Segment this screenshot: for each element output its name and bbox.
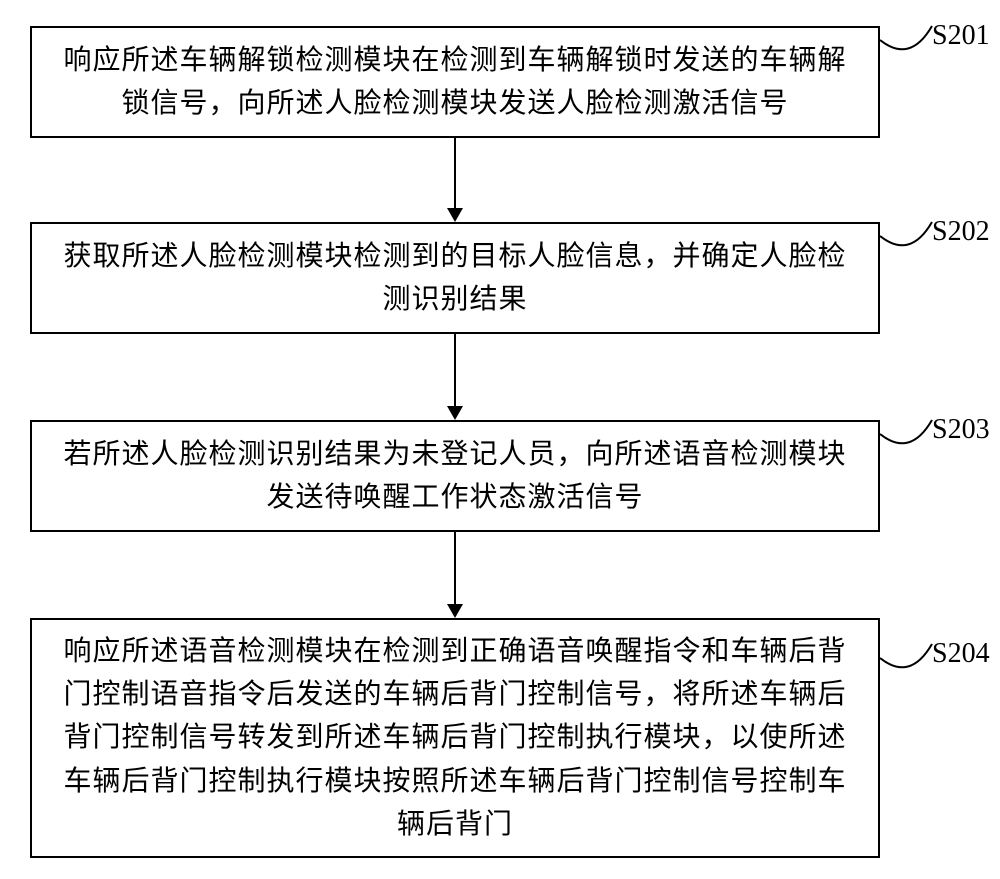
step-box-s202: 获取所述人脸检测模块检测到的目标人脸信息，并确定人脸检测识别结果 bbox=[30, 222, 880, 334]
step-box-s203: 若所述人脸检测识别结果为未登记人员，向所述语音检测模块发送待唤醒工作状态激活信号 bbox=[30, 420, 880, 532]
arrow-head-2 bbox=[447, 406, 463, 420]
connector-s202 bbox=[880, 220, 935, 260]
step-label-s202: S202 bbox=[932, 216, 990, 248]
step-text-s201: 响应所述车辆解锁检测模块在检测到车辆解锁时发送的车辆解锁信号，向所述人脸检测模块… bbox=[52, 39, 858, 126]
arrow-line-3 bbox=[454, 532, 456, 604]
connector-s203 bbox=[880, 418, 935, 458]
arrow-line-2 bbox=[454, 334, 456, 406]
step-text-s204: 响应所述语音检测模块在检测到正确语音唤醒指令和车辆后背门控制语音指令后发送的车辆… bbox=[52, 630, 858, 847]
step-text-s202: 获取所述人脸检测模块检测到的目标人脸信息，并确定人脸检测识别结果 bbox=[52, 235, 858, 322]
step-label-s201: S201 bbox=[932, 20, 990, 52]
connector-s204 bbox=[880, 642, 935, 682]
flowchart-canvas: 响应所述车辆解锁检测模块在检测到车辆解锁时发送的车辆解锁信号，向所述人脸检测模块… bbox=[0, 0, 1000, 879]
step-box-s201: 响应所述车辆解锁检测模块在检测到车辆解锁时发送的车辆解锁信号，向所述人脸检测模块… bbox=[30, 26, 880, 138]
arrow-head-3 bbox=[447, 604, 463, 618]
step-label-s204: S204 bbox=[932, 638, 990, 670]
step-text-s203: 若所述人脸检测识别结果为未登记人员，向所述语音检测模块发送待唤醒工作状态激活信号 bbox=[52, 433, 858, 520]
connector-s201 bbox=[880, 24, 935, 64]
step-label-s203: S203 bbox=[932, 414, 990, 446]
arrow-line-1 bbox=[454, 138, 456, 208]
step-box-s204: 响应所述语音检测模块在检测到正确语音唤醒指令和车辆后背门控制语音指令后发送的车辆… bbox=[30, 618, 880, 858]
arrow-head-1 bbox=[447, 208, 463, 222]
